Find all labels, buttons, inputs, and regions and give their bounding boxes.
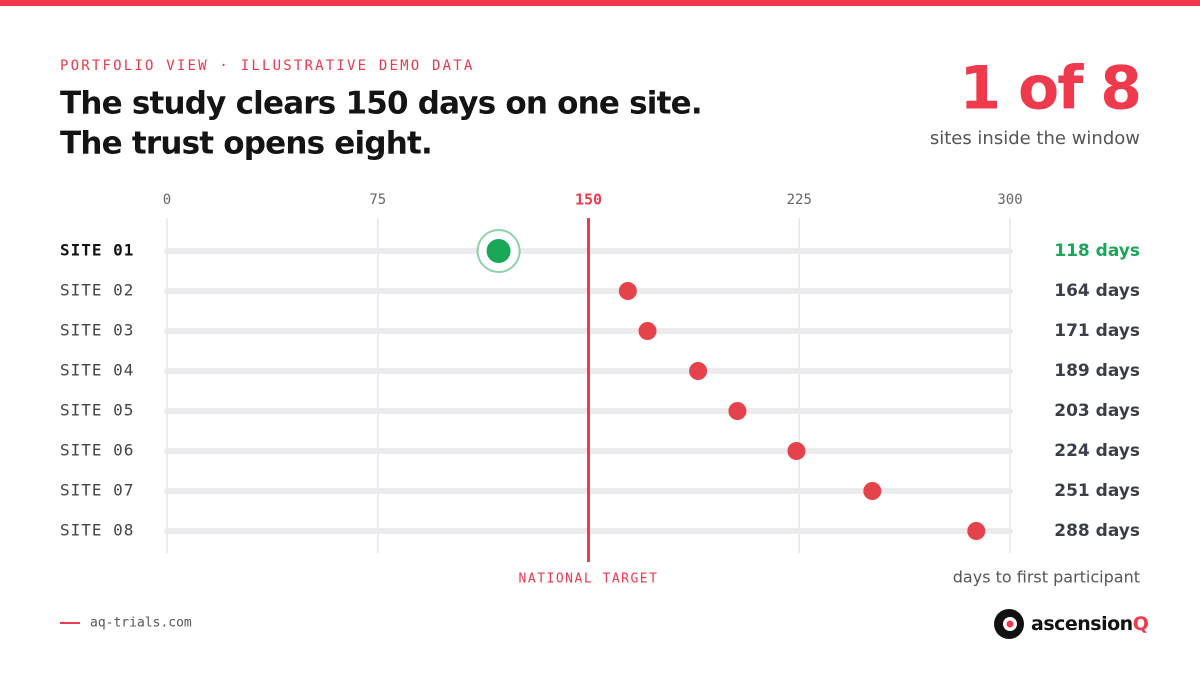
x-axis-label: days to first participant	[953, 568, 1140, 587]
site-label: SITE 04	[60, 361, 134, 380]
brand: ascensionQ	[1031, 613, 1149, 635]
dot	[486, 239, 511, 263]
dot	[638, 322, 657, 340]
site-label: SITE 01	[60, 241, 134, 260]
x-tick-label: 300	[997, 192, 1022, 208]
x-tick-label: 150	[575, 191, 602, 209]
target-label: NATIONAL TARGET	[519, 572, 659, 587]
kicker: PORTFOLIO VIEW · ILLUSTRATIVE DEMO DATA	[60, 58, 475, 74]
brand-name: ascension	[1031, 613, 1133, 635]
dot	[787, 442, 806, 460]
brand-accent: Q	[1133, 613, 1149, 635]
value-label: 164 days	[1054, 281, 1140, 301]
site-label: SITE 03	[60, 321, 134, 340]
value-label: 288 days	[1054, 521, 1140, 541]
chart-title: The trust opens eight.	[60, 126, 432, 162]
dot	[618, 282, 637, 300]
stat-label: sites inside the window	[930, 128, 1140, 149]
value-label: 203 days	[1054, 401, 1140, 421]
site-label: SITE 06	[60, 441, 134, 460]
dot	[689, 362, 708, 380]
site-label: SITE 07	[60, 481, 134, 500]
stat: 1 of 8	[959, 54, 1140, 124]
dot	[967, 522, 986, 540]
value-label: 189 days	[1054, 361, 1140, 381]
value-label: 118 days	[1054, 241, 1140, 261]
logo	[994, 609, 1024, 639]
site-label: SITE 05	[60, 401, 134, 420]
dot	[728, 402, 747, 420]
x-tick-label: 225	[787, 192, 812, 208]
value-label: 251 days	[1054, 481, 1140, 501]
x-tick-label: 0	[163, 192, 171, 208]
site-label: SITE 08	[60, 521, 134, 540]
site-label: SITE 02	[60, 281, 134, 300]
footer: aq-trials.com	[90, 616, 192, 631]
dot	[863, 482, 882, 500]
top-bar	[0, 0, 1200, 6]
value-label: 171 days	[1054, 321, 1140, 341]
chart-title: The study clears 150 days on one site.	[60, 86, 702, 122]
x-tick-label: 75	[369, 192, 386, 208]
value-label: 224 days	[1054, 441, 1140, 461]
